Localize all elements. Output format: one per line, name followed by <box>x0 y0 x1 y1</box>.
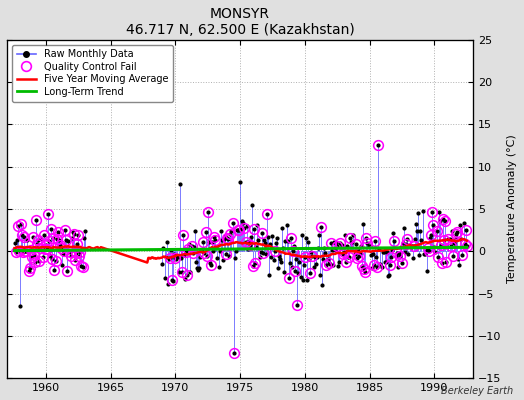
Y-axis label: Temperature Anomaly (°C): Temperature Anomaly (°C) <box>507 134 517 283</box>
Text: Berkeley Earth: Berkeley Earth <box>441 386 514 396</box>
Title: MONSYR
46.717 N, 62.500 E (Kazakhstan): MONSYR 46.717 N, 62.500 E (Kazakhstan) <box>126 7 354 37</box>
Legend: Raw Monthly Data, Quality Control Fail, Five Year Moving Average, Long-Term Tren: Raw Monthly Data, Quality Control Fail, … <box>12 44 173 102</box>
